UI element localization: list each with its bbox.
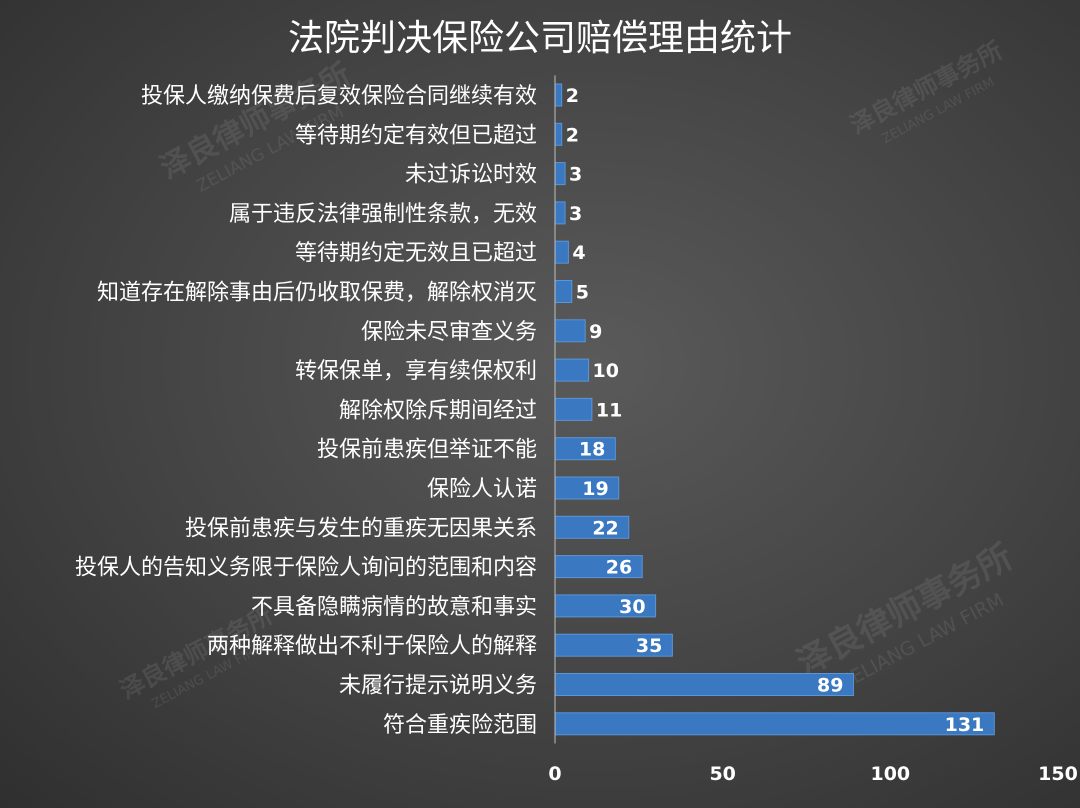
category-label: 转保保单，享有续保权利: [295, 359, 537, 384]
data-label: 10: [593, 360, 619, 382]
category-label: 未履行提示说明义务: [339, 674, 537, 699]
bar: [554, 122, 563, 146]
x-axis-ticks: 0 50 100 150: [548, 763, 1077, 785]
category-label: 保险未尽审查义务: [361, 320, 537, 345]
bar: [554, 280, 573, 303]
category-label: 投保前患疾与发生的重疾无因果关系: [185, 516, 537, 541]
bar: [554, 397, 593, 421]
category-label: 保险人认诺: [427, 477, 537, 502]
category-labels: 投保人缴纳保费后复效保险合同继续有效等待期约定有效但已超过未过诉讼时效属于违反法…: [75, 84, 537, 738]
bar: [554, 83, 563, 107]
category-label: 投保人缴纳保费后复效保险合同继续有效: [141, 84, 537, 109]
data-label: 35: [636, 635, 662, 657]
data-label: 4: [572, 242, 585, 264]
category-label: 属于违反法律强制性条款，无效: [229, 202, 537, 227]
category-label: 两种解释做出不利于保险人的解释: [207, 634, 537, 659]
chart-title: 法院判决保险公司赔偿理由统计: [288, 18, 792, 59]
x-tick-label: 0: [548, 763, 561, 785]
bar: [554, 201, 566, 225]
data-label: 26: [606, 557, 632, 579]
category-label: 等待期约定无效且已超过: [295, 241, 537, 266]
x-tick-label: 100: [870, 763, 910, 785]
category-label: 解除权除斥期间经过: [339, 398, 537, 423]
category-label: 知道存在解除事由后仍收取保费，解除权消灭: [97, 281, 537, 306]
bars: [554, 83, 995, 736]
data-label: 9: [589, 321, 602, 343]
bar: [554, 673, 854, 696]
x-tick-label: 50: [709, 763, 735, 785]
bar: [554, 712, 995, 736]
data-label: 2: [566, 124, 579, 146]
data-label: 22: [592, 517, 618, 539]
category-label: 符合重疾险范围: [383, 713, 537, 738]
data-label: 11: [596, 399, 622, 421]
data-label: 3: [569, 164, 582, 186]
category-label: 投保前患疾但举证不能: [317, 438, 537, 463]
bar: [554, 319, 586, 343]
category-label: 不具备隐瞒病情的故意和事实: [251, 595, 537, 620]
data-label: 89: [817, 675, 843, 697]
data-label: 131: [945, 714, 985, 736]
x-tick-label: 150: [1038, 763, 1078, 785]
data-label: 2: [566, 85, 579, 107]
category-label: 等待期约定有效但已超过: [295, 123, 537, 148]
data-label: 18: [579, 439, 605, 461]
data-label: 30: [619, 596, 645, 618]
bar: [554, 240, 569, 264]
category-label: 未过诉讼时效: [405, 163, 537, 188]
category-label: 投保人的告知义务限于保险人询问的范围和内容: [75, 556, 537, 581]
bar: [554, 358, 590, 382]
bar: [554, 162, 566, 186]
data-label: 5: [576, 282, 589, 304]
data-label: 19: [582, 478, 608, 500]
data-label: 3: [569, 203, 582, 225]
